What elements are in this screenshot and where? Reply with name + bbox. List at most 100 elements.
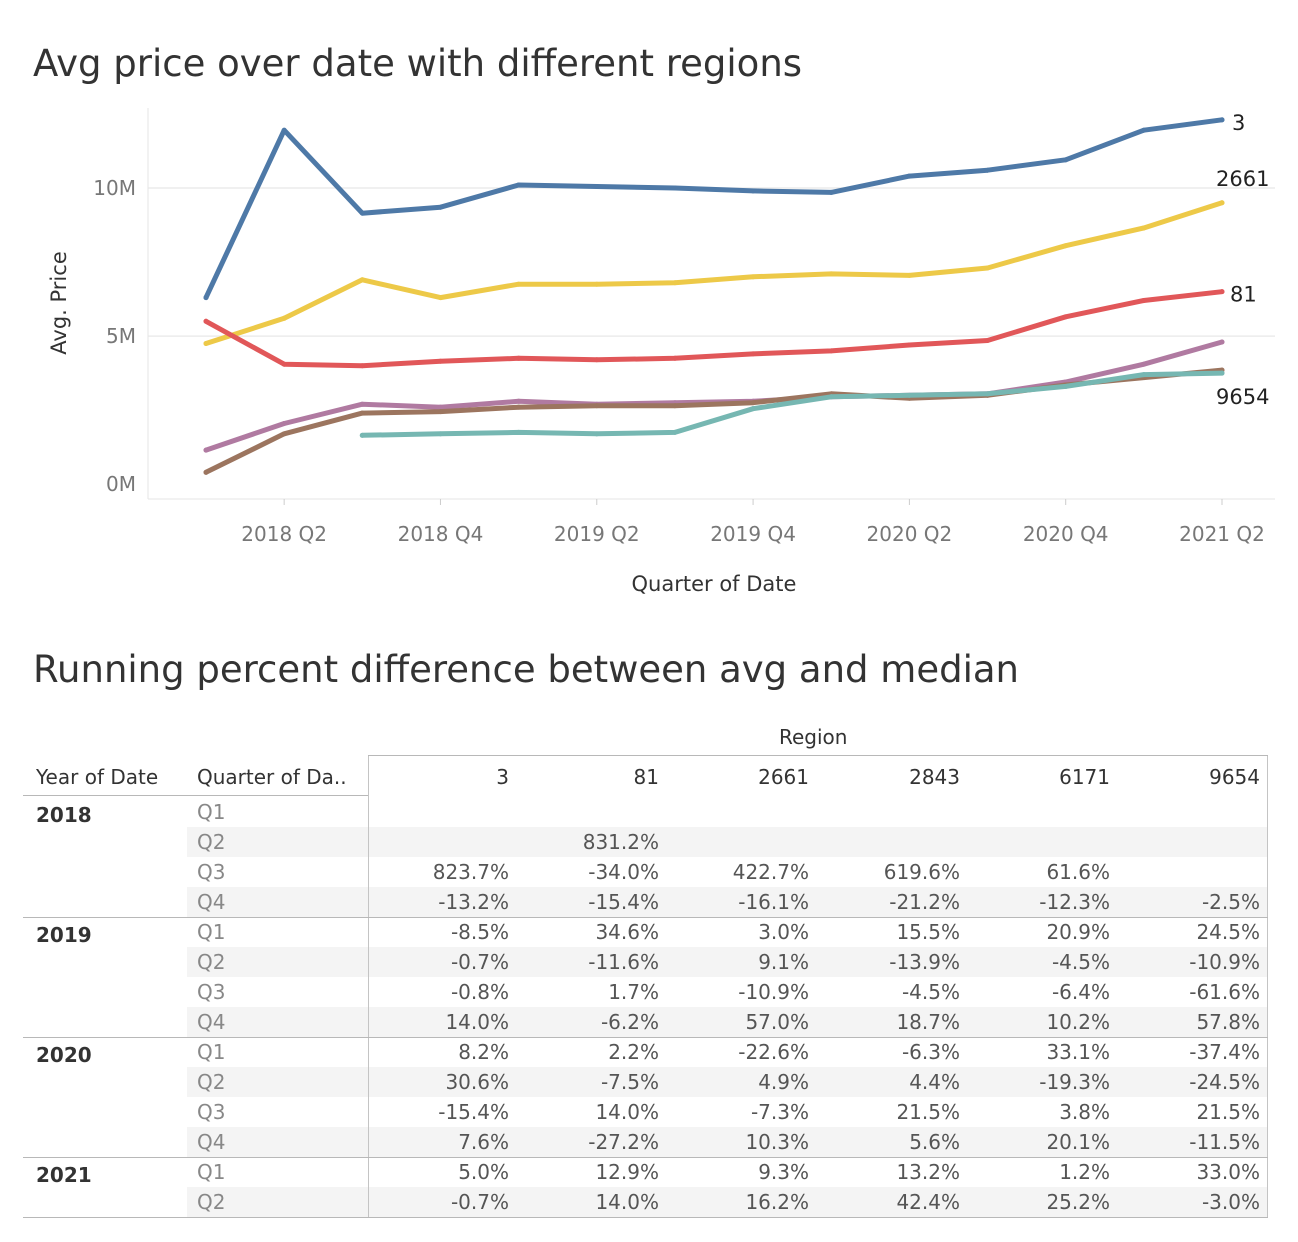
table-cell-value: 13.2% [896,1160,960,1184]
table-cell-value: -19.3% [1039,1070,1110,1094]
data-point [985,338,991,344]
table-cell-value: -16.1% [738,890,809,914]
y-tick-label: 5M [106,324,136,348]
quarter-label: Q4 [197,1130,226,1154]
quarter-label: Q3 [197,860,226,884]
data-point [1219,200,1225,206]
table-row-stripe [187,947,1268,977]
chart-series [203,117,1225,475]
data-point [672,403,678,409]
table-row-stripe [187,887,1268,917]
table-row-stripe [187,1127,1268,1157]
table-cell-value: 25.2% [1046,1190,1110,1214]
table-cell-value: 3.8% [1059,1100,1110,1124]
table-cell-value: 9.3% [758,1160,809,1184]
table-cell-value: 20.1% [1046,1130,1110,1154]
data-point [359,277,365,283]
table-cell-value: -6.3% [901,1040,960,1064]
column-header: 81 [633,765,659,789]
table-cell-value: 5.6% [909,1130,960,1154]
table-cell-value: 2.2% [608,1040,659,1064]
table-cell-value: -8.5% [450,920,509,944]
table-cell-value: -0.7% [450,950,509,974]
quarter-label: Q4 [197,1010,226,1034]
x-tick-label: 2018 Q4 [398,522,484,546]
data-point [1219,117,1225,123]
year-label: 2021 [36,1163,92,1187]
data-point [1141,372,1147,378]
table-cell-value: -13.2% [438,890,509,914]
quarter-label: Q2 [197,1190,226,1214]
y-tick-label: 0M [106,472,136,496]
group-separator [23,917,1268,918]
table-right-edge [1267,755,1268,1218]
quarter-label: Q4 [197,890,226,914]
data-point [281,420,287,426]
y-axis-title: Avg. Price [47,251,71,354]
quarter-label: Q1 [197,1040,226,1064]
column-header: 6171 [1059,765,1110,789]
data-point [594,431,600,437]
x-tick-label: 2020 Q2 [867,522,953,546]
data-point [906,272,912,278]
x-tick-label: 2020 Q4 [1023,522,1109,546]
series-line-3 [203,117,1225,301]
table-cell-value: -34.0% [588,860,659,884]
quarter-label: Q1 [197,920,226,944]
data-point [437,358,443,364]
table-cell-value: 823.7% [432,860,509,884]
table-cell-value: -6.2% [600,1010,659,1034]
data-point [281,127,287,133]
data-point [750,274,756,280]
table-cell-value: 16.2% [745,1190,809,1214]
table-cell-value: 14.0% [445,1010,509,1034]
table-cell-value: 18.7% [896,1010,960,1034]
data-point [281,431,287,437]
year-label: 2018 [36,803,92,827]
table-cell-value: 57.0% [745,1010,809,1034]
table-cell-value: -10.9% [738,980,809,1004]
table-cell-value: 619.6% [883,860,960,884]
table-cell-value: -10.9% [1189,950,1260,974]
data-point [1141,298,1147,304]
column-header: 2843 [909,765,960,789]
table-cell-value: -24.5% [1189,1070,1260,1094]
data-point [594,357,600,363]
data-point [906,392,912,398]
data-point [594,183,600,189]
data-point [828,189,834,195]
data-point [672,429,678,435]
region-header: Region [779,725,848,749]
data-point [203,447,209,453]
table-cell-value: 10.3% [745,1130,809,1154]
data-point [750,406,756,412]
data-point [203,318,209,324]
chart-title: Avg price over date with different regio… [33,42,803,85]
table-title: Running percent difference between avg a… [33,648,1019,691]
data-point [437,204,443,210]
table-cell-value: -22.6% [738,1040,809,1064]
group-separator [23,1157,1268,1158]
table-cell-value: 7.6% [458,1130,509,1154]
line-chart: 0M 5M 10M 2018 Q2 2018 Q4 2019 Q2 2019 Q4 2020 … [47,108,1275,596]
data-point [750,400,756,406]
series-line-81 [203,289,1225,369]
data-point [359,410,365,416]
table-cell-value: 831.2% [582,830,659,854]
data-point [516,429,522,435]
quarter-label: Q1 [197,800,226,824]
x-tick-label: 2019 Q2 [554,522,640,546]
table-row-stripe [187,1187,1268,1217]
data-point [359,432,365,438]
table-cell-value: -4.5% [901,980,960,1004]
quarter-label: Q2 [197,830,226,854]
row-header-divider [368,755,369,1218]
data-point [594,403,600,409]
x-tick-label: 2021 Q2 [1179,522,1265,546]
table-cell-value: 14.0% [595,1100,659,1124]
chart-labels: 3 2661 81 9654 [1216,111,1269,409]
data-point [906,173,912,179]
data-point [516,398,522,404]
table-cell-value: 34.6% [595,920,659,944]
table-row-stripe [187,1007,1268,1037]
